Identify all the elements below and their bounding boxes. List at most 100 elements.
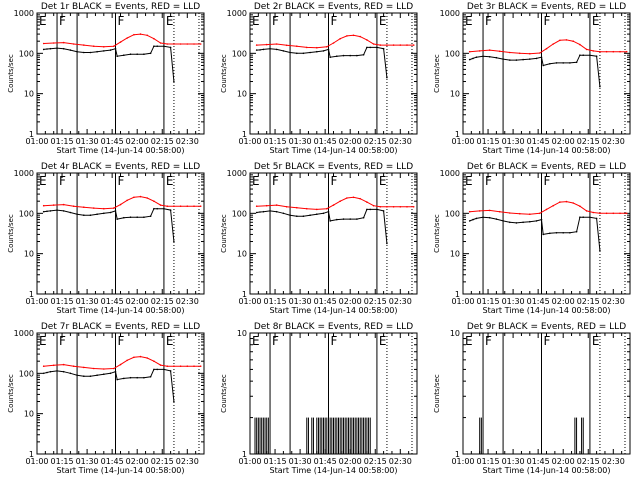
marker-f: F (59, 14, 66, 28)
x-tick-label: 02:00 (552, 137, 575, 146)
data-point (89, 51, 92, 54)
data-point (42, 372, 45, 375)
data-point (515, 59, 518, 61)
marker-e: E (465, 14, 473, 28)
y-tick-label: 1 (29, 290, 34, 299)
data-point (542, 64, 544, 67)
data-point (488, 209, 491, 212)
marker-f: F (59, 174, 66, 188)
marker-f: F (272, 174, 279, 188)
data-point (488, 49, 491, 51)
marker-f: F (330, 174, 337, 188)
data-point (322, 50, 325, 52)
marker-f: F (272, 14, 279, 28)
data-point (199, 43, 202, 45)
y-axis-label: Counts/sec (220, 214, 228, 253)
data-point (116, 218, 118, 220)
data-point (166, 205, 169, 207)
data-point (179, 365, 182, 368)
marker-e: E (379, 174, 387, 188)
data-point (296, 215, 298, 217)
x-tick-label: 01:30 (289, 297, 312, 306)
event-rate-line (43, 368, 175, 402)
data-point (522, 58, 524, 61)
x-tick-label: 02:30 (602, 457, 625, 466)
data-point (488, 56, 491, 58)
panel-title: Det 5r BLACK = Events, RED = LLD (254, 162, 413, 172)
data-point (336, 218, 338, 221)
panel-det-8: Det 8r BLACK = Events, RED = LLD 1 10 Count… (220, 322, 418, 475)
x-tick-label: 01:45 (527, 297, 550, 306)
data-point (159, 364, 162, 366)
data-point (114, 370, 117, 373)
data-point (595, 217, 598, 220)
x-tick-label: 01:15 (51, 297, 74, 306)
y-tick-label: 10 (24, 90, 34, 99)
x-tick-label: 01:15 (477, 137, 500, 146)
x-tick-label: 01:15 (264, 297, 287, 306)
y-tick-label: 100 (445, 49, 460, 58)
data-point (327, 48, 330, 51)
data-point (52, 204, 55, 206)
y-axis-label: Counts/sec (433, 54, 441, 93)
data-point (535, 220, 538, 222)
data-point (139, 33, 142, 35)
data-point (605, 212, 608, 215)
data-point (149, 376, 152, 378)
data-point (42, 210, 45, 213)
data-point (529, 220, 531, 223)
data-point (339, 37, 342, 40)
data-point (540, 56, 543, 58)
data-point (529, 52, 531, 55)
data-point (369, 46, 372, 49)
series-1 (255, 196, 415, 211)
x-axis-label: Start Time (14-Jun-14 00:58:00) (57, 306, 185, 315)
data-point (316, 50, 318, 53)
marker-e: E (166, 334, 174, 348)
x-tick-label: 01:15 (264, 457, 287, 466)
data-point (49, 47, 52, 50)
data-point (83, 375, 85, 378)
series-2 (42, 45, 175, 83)
data-point (275, 48, 278, 51)
event-rate-line (256, 208, 388, 244)
data-point (572, 202, 574, 204)
data-point (352, 196, 355, 199)
x-tick-label: 01:45 (314, 137, 337, 146)
x-tick-label: 02:15 (364, 137, 387, 146)
data-point (83, 366, 85, 369)
x-tick-label: 02:30 (389, 297, 412, 306)
data-point (119, 363, 122, 366)
data-point (625, 212, 628, 215)
data-point (582, 54, 584, 56)
y-tick-label: 1000 (440, 169, 460, 178)
panel-det-9: Det 9r BLACK = Events, RED = LLD 1 10 Count… (433, 322, 631, 475)
panel-det-3: Det 3r BLACK = Events, RED = LLD 1 10 100 10… (433, 2, 631, 155)
data-point (519, 52, 521, 55)
data-point (296, 206, 298, 209)
data-point (136, 376, 138, 379)
marker-e: E (166, 14, 174, 28)
data-point (255, 49, 258, 51)
data-point (356, 54, 358, 57)
x-tick-label: 02:00 (552, 457, 575, 466)
data-point (153, 45, 155, 47)
data-point (123, 216, 125, 219)
data-point (262, 48, 265, 51)
panel-title: Det 7r BLACK = Events, RED = LLD (41, 322, 200, 332)
data-point (114, 210, 117, 212)
data-point (186, 365, 189, 368)
lld-rate-line (256, 34, 414, 49)
data-point (109, 211, 112, 214)
data-point (96, 213, 98, 215)
data-point (255, 211, 258, 214)
panel-title: Det 2r BLACK = Events, RED = LLD (254, 2, 413, 12)
data-point (482, 216, 484, 218)
data-point (468, 58, 471, 61)
data-point (412, 206, 415, 208)
data-point (49, 370, 52, 373)
y-tick-label: 1000 (227, 9, 247, 18)
x-tick-label: 02:15 (151, 457, 174, 466)
x-tick-label: 01:00 (25, 137, 48, 146)
x-tick-label: 01:00 (451, 297, 474, 306)
